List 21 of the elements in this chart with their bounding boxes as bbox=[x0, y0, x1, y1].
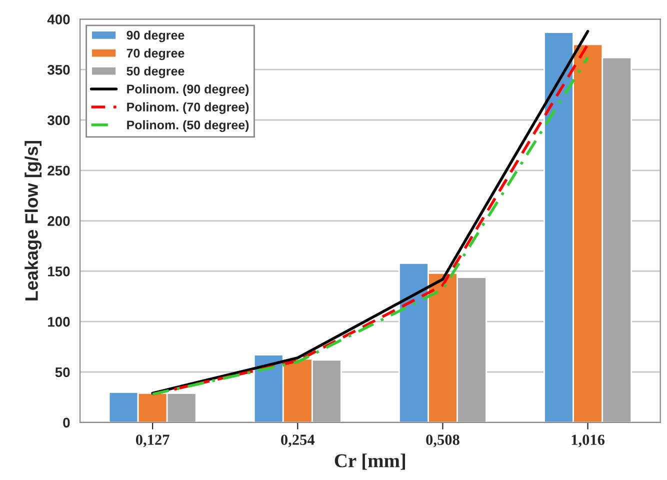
x-axis-title: Cr [mm] bbox=[334, 454, 406, 470]
legend-label: Polinom. (70 degree) bbox=[127, 102, 249, 114]
y-tick-label: 250 bbox=[48, 166, 70, 176]
x-tick-label: 0,508 bbox=[426, 434, 460, 448]
legend-label: Polinom. (50 degree) bbox=[127, 120, 249, 132]
y-tick-label: 50 bbox=[55, 367, 70, 378]
y-tick-label: 400 bbox=[47, 14, 70, 24]
y-axis-title: Leakage Flow [g/s] bbox=[24, 141, 42, 300]
y-tick-label: 350 bbox=[47, 64, 70, 75]
x-tick-label: 0,254 bbox=[281, 434, 315, 448]
y-tick-label: 100 bbox=[48, 316, 70, 327]
legend-label: 70 degree bbox=[126, 48, 184, 60]
legend-label: Polinom. (90 degree) bbox=[127, 84, 249, 96]
y-tick-label: 150 bbox=[48, 266, 70, 276]
y-tick-label: 0 bbox=[63, 418, 70, 428]
x-tick-label: 0,127 bbox=[136, 434, 170, 448]
y-tick-label: 300 bbox=[47, 115, 70, 126]
y-tick-label: 200 bbox=[48, 216, 70, 226]
legend-label: 50 degree bbox=[126, 66, 184, 78]
legend-label: 90 degree bbox=[126, 30, 184, 42]
x-tick-label: 1,016 bbox=[572, 434, 605, 448]
